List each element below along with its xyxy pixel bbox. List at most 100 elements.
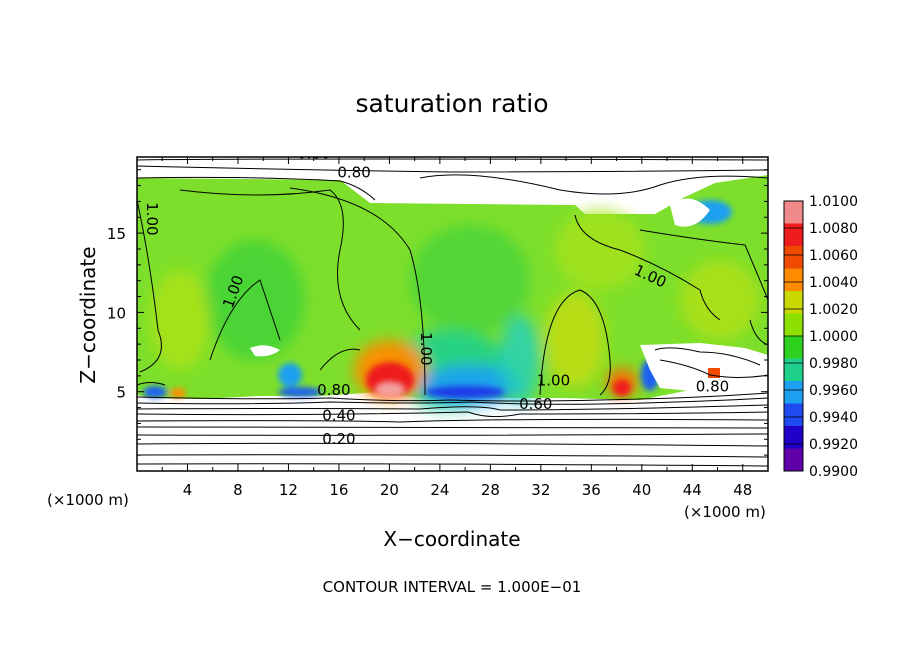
contour-line	[137, 418, 768, 423]
contour-line	[209, 279, 281, 361]
contour-line	[137, 382, 166, 386]
contour-lines	[137, 158, 768, 467]
contour-line	[419, 174, 768, 195]
colorbar-label: 1.0000	[809, 329, 858, 345]
colorbar-label: 1.0060	[809, 248, 858, 264]
y-axis: 5 10 15	[107, 169, 768, 456]
chart-title: saturation ratio	[355, 89, 548, 118]
contour-label: 0.20	[322, 430, 355, 448]
white-patch	[640, 343, 768, 392]
contour-label: 0.40	[322, 406, 355, 424]
contour-label: 0.80	[337, 164, 370, 182]
x-tick-label: 4	[183, 481, 193, 499]
field-patch	[500, 315, 540, 405]
colorbar-label: 1.0100	[809, 194, 858, 210]
field-core	[278, 363, 302, 387]
x-tick-label: 12	[279, 481, 298, 499]
y-tick-label: 5	[116, 384, 126, 402]
contour-line	[137, 397, 768, 405]
contour-line	[137, 199, 162, 373]
contour-line	[137, 454, 768, 458]
x-axis-label: X−coordinate	[383, 527, 520, 551]
colorbar-swatch	[784, 268, 803, 292]
field-core	[170, 388, 186, 398]
contour-line	[574, 214, 721, 321]
y-tick-label: 10	[107, 304, 126, 322]
field-patch	[555, 210, 645, 290]
colorbar: 1.0100 1.0080 1.0060 1.0040 1.0020 1.0000 0.99…	[783, 194, 858, 480]
contour-line	[179, 189, 361, 331]
colorbar-swatch	[784, 381, 803, 404]
x-tick-label: 40	[632, 481, 651, 499]
field-core	[278, 387, 322, 397]
x-tick-label: 44	[683, 481, 702, 499]
saturation-field: 0.600.801.001.001.001.001.000.800.400.20…	[137, 157, 768, 471]
field-core	[376, 383, 404, 397]
contour-label: 0.60	[519, 395, 552, 413]
colorbar-swatch	[784, 358, 803, 382]
contour-line	[137, 392, 768, 402]
colorbar-label: 0.9920	[809, 437, 858, 453]
x-axis: 4 8 12 16 20 24 28 32 36 40 44 48	[161, 157, 752, 499]
field-patch	[680, 260, 760, 340]
colorbar-label: 1.0040	[809, 275, 858, 291]
colorbar-swatch	[784, 246, 803, 269]
x-tick-label: 36	[582, 481, 601, 499]
x-unit-left: (×1000 m)	[47, 491, 129, 509]
field-patch	[205, 240, 305, 360]
colorbar-swatch	[784, 426, 803, 449]
x-tick-label: 16	[329, 481, 348, 499]
field-core	[613, 380, 631, 396]
colorbar-label: 1.0080	[809, 221, 858, 237]
contour-line	[137, 411, 768, 418]
white-patch	[670, 198, 710, 227]
colored-cell	[708, 368, 720, 378]
x-unit-right: (×1000 m)	[684, 503, 766, 521]
colorbar-label: 1.0020	[809, 302, 858, 318]
colorbar-swatch	[784, 201, 803, 224]
colorbar-swatch	[784, 313, 803, 337]
white-patch	[250, 345, 280, 357]
contour-interval-note: CONTOUR INTERVAL = 1.000E−01	[323, 578, 582, 596]
contour-label: 1.00	[417, 332, 435, 365]
contour-label: 1.00	[537, 371, 570, 389]
y-tick-label: 15	[107, 225, 126, 243]
contour-label: 0.80	[696, 378, 729, 396]
plot-frame	[136, 156, 769, 472]
colorbar-label: 0.9980	[809, 356, 858, 372]
contour-line	[539, 289, 611, 396]
contour-line	[137, 176, 376, 201]
colorbar-label: 0.9940	[809, 410, 858, 426]
field-patch	[410, 225, 530, 335]
contour-line	[137, 404, 768, 411]
y-axis-label: Z−coordinate	[76, 246, 100, 383]
colorbar-swatch	[784, 336, 803, 359]
x-tick-label: 24	[430, 481, 449, 499]
x-tick-label: 8	[233, 481, 243, 499]
colorbar-label: 0.9900	[809, 464, 858, 480]
field-core	[143, 386, 167, 398]
x-tick-label: 20	[380, 481, 399, 499]
colorbar-label: 0.9960	[809, 383, 858, 399]
contour-line	[639, 229, 768, 301]
contour-label: 1.00	[143, 202, 161, 235]
colorbar-swatch	[784, 291, 803, 314]
field-patch	[150, 270, 210, 370]
contour-line	[137, 426, 768, 429]
contour-line	[659, 359, 768, 378]
colorbar-swatch	[784, 223, 803, 247]
field-core	[425, 386, 505, 398]
colorbar-swatch	[784, 448, 803, 472]
contour-line	[137, 442, 768, 447]
x-tick-label: 48	[733, 481, 752, 499]
field-patch	[545, 292, 605, 388]
contour-line	[137, 433, 768, 436]
contour-label: 0.80	[317, 381, 350, 399]
contour-line	[137, 463, 768, 467]
contour-line	[137, 165, 768, 173]
contour-line	[319, 348, 361, 371]
colorbar-swatch	[784, 403, 803, 427]
x-tick-label: 32	[531, 481, 550, 499]
contour-line	[289, 187, 426, 396]
